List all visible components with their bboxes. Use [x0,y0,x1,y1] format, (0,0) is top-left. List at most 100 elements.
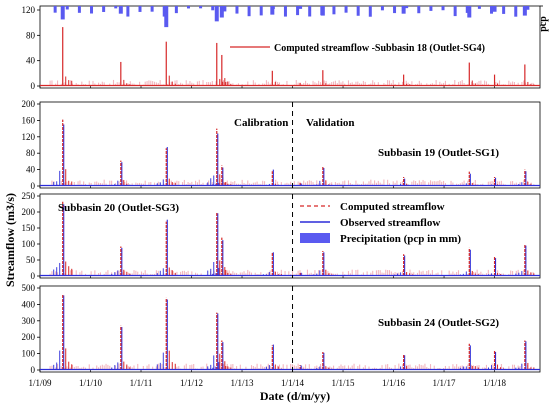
precipitation-bar [150,6,154,12]
precipitation-bar [490,6,494,14]
precipitation-bar [453,6,457,17]
panel-subtitle: Subbasin 24 (Outlet-SG2) [378,317,499,329]
precipitation-bar [514,6,518,17]
x-tick-label: 1/1/12 [180,378,203,388]
x-tick-label: 1/1/17 [433,378,457,388]
precipitation-bar [219,6,224,18]
y-tick-label: 250 [22,191,36,201]
precipitation-bar [526,6,530,10]
y-tick-label: 100 [22,239,36,249]
panel-1: 0 40 80 120 160 200 Subbasin 19 (Outlet-SG1) [22,99,541,191]
legend-computed-label: Computed streamflow [340,201,445,213]
precipitation-bar [235,6,239,14]
panel-subtitle: Subbasin 20 (Outlet-SG3) [58,202,179,214]
precipitation-bar [199,6,203,9]
precipitation-bar [368,6,372,17]
precipitation-bar [126,6,130,17]
precipitation-bar [211,6,215,11]
precipitation-bar [138,6,142,12]
y-tick-label: 100 [22,349,36,359]
x-tick-label: 1/1/18 [483,378,507,388]
precipitation-bar [270,6,275,15]
y-tick-label: 80 [26,30,36,40]
precipitation-bar [298,6,303,9]
precipitation-bar [60,6,65,20]
precipitation-bar [77,6,81,13]
legend-precipitation-swatch [300,233,330,243]
y-tick-label: 500 [22,283,36,293]
right-axis-label: pcp [538,16,549,32]
x-tick-label: 1/1/13 [231,378,255,388]
precipitation-bar [344,6,348,13]
precipitation-bar [186,6,190,9]
precipitation-bar [467,6,472,18]
precipitation-bar [259,6,263,16]
x-tick-labels: 1/1/09 1/1/10 1/1/11 1/1/12 1/1/13 1/1/14 1/1/… [28,378,506,388]
legend-observed-label: Observed streamflow [340,217,440,229]
precipitation-bar [271,6,275,10]
precipitation-bar [393,6,397,14]
precipitation-bar [320,6,324,16]
precipitation-bar [477,6,481,9]
precipitation-bar [65,6,69,10]
y-tick-label: 200 [22,207,36,217]
precipitation-bar [102,6,106,12]
precipitation-bar [522,6,527,16]
precipitation-bar [308,6,312,17]
precipitation-bar [356,6,360,16]
y-tick-label: 400 [22,299,36,309]
y-axis-title: Streamflow (m3/s) [3,193,17,287]
x-axis-title: Date (d/m/yy) [260,389,330,403]
x-tick-label: 1/1/14 [281,378,305,388]
y-tick-label: 0 [31,181,36,191]
y-tick-label: 50 [26,255,36,265]
precipitation-bar [441,6,445,11]
x-tick-label: 1/1/11 [130,378,153,388]
y-tick-label: 80 [26,148,36,158]
validation-label: Validation [306,117,355,129]
precipitation-bar [114,6,118,9]
panel-frame [39,101,541,189]
precipitation-bar [283,6,287,17]
precipitation-bar [429,6,433,11]
precipitation-bar [492,6,497,12]
y-tick-label: 150 [22,223,36,233]
precipitation-bar [162,6,166,17]
y-tick-label: 200 [22,99,36,109]
precipitation-bar [53,6,57,13]
x-tick-label: 1/1/09 [28,378,52,388]
precipitation-bar [164,6,169,28]
x-tick-label: 1/1/10 [79,378,103,388]
panel-2: 0 50 100 150 200 250 Subbasin 20 (Outlet-SG3) [22,191,541,281]
precipitation-bar [118,6,123,14]
precipitation-bar [417,6,421,14]
panel-3: 0 100 200 300 400 500 Subbasin 24 (Outlet-SG2) [22,283,541,375]
y-tick-label: 300 [22,316,36,326]
precipitation-bar [247,6,251,17]
panel-frame [39,5,541,89]
y-tick-label: 120 [22,5,36,15]
y-tick-label: 0 [31,271,36,281]
panel-subtitle: Computed streamflow -Subbasin 18 (Outlet… [274,43,485,54]
precipitation-bar [401,6,406,14]
y-tick-label: 0 [31,365,36,375]
y-tick-label: 200 [22,332,36,342]
precipitation-bar [380,6,384,11]
panel-subtitle: Subbasin 19 (Outlet-SG1) [378,147,499,159]
precipitation-bar [174,6,178,14]
panel-frame [39,193,541,279]
legend-block: Computed streamflow Observed streamflow … [300,201,461,245]
x-tick-label: 1/1/15 [332,378,356,388]
precipitation-bar [405,6,409,9]
y-tick-label: 120 [22,132,36,142]
y-tick-label: 40 [26,56,36,66]
panel-frame [39,285,541,373]
precipitation-bar [332,6,336,15]
legend-precipitation-label: Precipitation (pcp in mm) [340,233,461,245]
precipitation-bar [214,6,219,22]
precipitation-bar [502,6,506,14]
y-tick-label: 160 [22,115,36,125]
precipitation-bar [90,6,94,14]
calibration-label: Calibration [234,117,288,129]
